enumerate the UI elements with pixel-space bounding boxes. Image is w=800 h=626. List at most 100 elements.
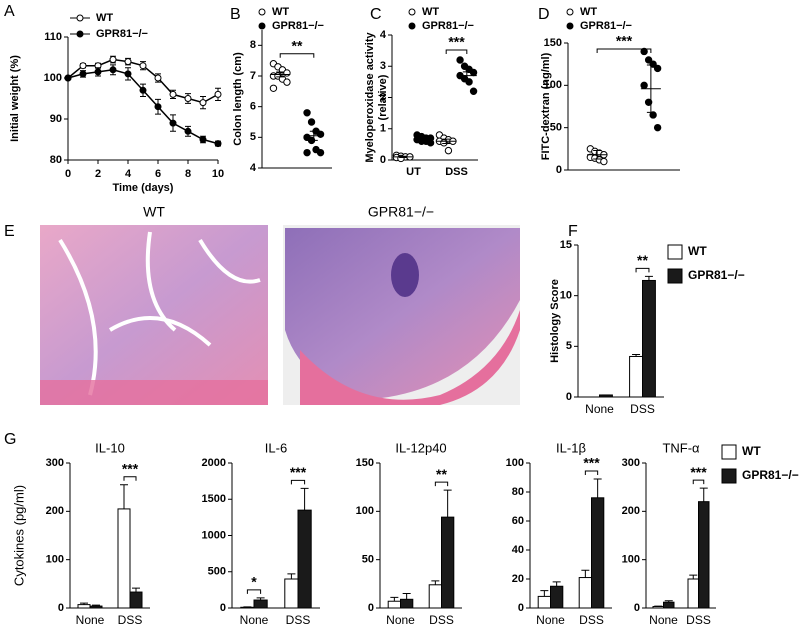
- legend-marker: [566, 8, 574, 16]
- error-bar: [80, 602, 88, 605]
- marker: [154, 103, 162, 111]
- y-axis-label: Histology Score: [549, 279, 561, 363]
- y-tick-label: 0: [556, 164, 562, 176]
- legend-marker: [566, 22, 574, 30]
- significance-bracket: [279, 53, 315, 58]
- panel-label: E: [4, 223, 15, 240]
- marker: [109, 66, 117, 74]
- bar: [284, 578, 299, 609]
- legend-label: WT: [580, 6, 597, 18]
- y-tick-label: 100: [544, 79, 562, 91]
- y-axis-label: FITC-dextran (ng/ml): [540, 52, 552, 160]
- legend-label: GPR81−/−: [688, 268, 745, 282]
- panel-title: IL-6: [265, 440, 287, 455]
- x-tick-label: 10: [212, 168, 224, 180]
- error-bar: [390, 596, 399, 602]
- error-bar: [276, 71, 285, 78]
- x-tick-label: DSS: [445, 166, 468, 178]
- point: [303, 109, 311, 117]
- error-bar: [309, 130, 318, 141]
- panel-title: IL-10: [95, 440, 125, 455]
- bar: [117, 508, 131, 609]
- y-tick-label: 0: [58, 602, 64, 614]
- x-tick-label: 4: [125, 168, 132, 180]
- significance-bracket: [596, 48, 652, 53]
- bar: [441, 516, 455, 609]
- panel-title: IL-12p40: [395, 440, 446, 455]
- y-tick-label: 200: [622, 505, 640, 517]
- error-bar: [443, 489, 452, 518]
- y-tick-label: 1: [380, 123, 386, 135]
- error-bar: [581, 569, 590, 578]
- error-bar: [132, 587, 140, 593]
- significance-label: *: [251, 574, 257, 590]
- y-tick-label: 15: [560, 239, 572, 251]
- marker: [124, 70, 132, 78]
- y-axis-label: (relative): [377, 74, 389, 120]
- y-tick-label: 2000: [202, 457, 226, 469]
- point: [316, 130, 325, 138]
- legend-marker: [408, 8, 416, 16]
- y-tick-label: 2: [380, 91, 386, 103]
- x-tick-label: None: [649, 613, 678, 626]
- y-tick-label: 10: [560, 290, 572, 302]
- bar: [77, 604, 91, 609]
- x-tick-label: DSS: [118, 613, 143, 626]
- y-tick-label: 5: [250, 131, 256, 143]
- y-tick-label: 0: [380, 154, 386, 166]
- bar: [642, 279, 656, 398]
- error-bar: [256, 597, 265, 601]
- y-tick-label: 150: [544, 37, 562, 49]
- y-tick-label: 4: [250, 162, 257, 174]
- bar: [253, 599, 268, 609]
- point: [469, 68, 478, 77]
- legend-swatch: [667, 244, 683, 260]
- y-tick-label: 1500: [202, 493, 226, 505]
- x-axis-label: Time (days): [113, 182, 174, 194]
- y-tick-label: 500: [208, 566, 226, 578]
- point: [269, 84, 278, 92]
- significance-bracket: [445, 49, 468, 54]
- point: [456, 56, 464, 64]
- point: [649, 111, 657, 119]
- significance-label: ***: [690, 464, 707, 480]
- x-tick-label: None: [240, 613, 269, 626]
- marker: [79, 62, 87, 70]
- marker: [64, 74, 72, 82]
- x-tick-label: None: [386, 613, 415, 626]
- y-axis-label: Initial weight (%): [9, 55, 21, 142]
- y-tick-label: 0: [518, 602, 524, 614]
- point: [316, 148, 325, 157]
- legend-label: GPR81−/−: [272, 20, 324, 32]
- panel-label: G: [4, 431, 16, 448]
- y-tick-label: 50: [550, 122, 562, 134]
- y-tick-label: 100: [622, 554, 640, 566]
- legend-label: GPR81−/−: [580, 20, 632, 32]
- legend-marker: [258, 8, 266, 16]
- y-tick-label: 80: [512, 486, 524, 498]
- significance-bracket: [584, 470, 599, 475]
- y-tick-label: 1000: [202, 529, 226, 541]
- error-bar: [287, 573, 296, 579]
- x-tick-label: DSS: [429, 613, 454, 626]
- bar: [297, 509, 312, 609]
- marker: [154, 74, 162, 82]
- legend-marker: [76, 14, 84, 22]
- significance-label: ***: [448, 34, 465, 50]
- bar: [428, 584, 443, 609]
- bar: [652, 606, 664, 609]
- y-axis-label: Myeloperoxidase activity: [364, 32, 376, 163]
- bar: [629, 355, 643, 398]
- error-bar: [92, 604, 100, 607]
- point: [653, 123, 662, 132]
- legend-label: GPR81−/−: [742, 468, 799, 482]
- x-tick-label: 8: [185, 168, 191, 180]
- legend-label: WT: [96, 12, 113, 24]
- x-tick-label: UT: [406, 166, 421, 178]
- y-tick-label: 300: [622, 457, 640, 469]
- point: [307, 118, 316, 126]
- error-bar: [689, 574, 698, 579]
- y-tick-label: 50: [362, 554, 374, 566]
- x-tick-label: DSS: [579, 613, 604, 626]
- marker: [94, 68, 102, 76]
